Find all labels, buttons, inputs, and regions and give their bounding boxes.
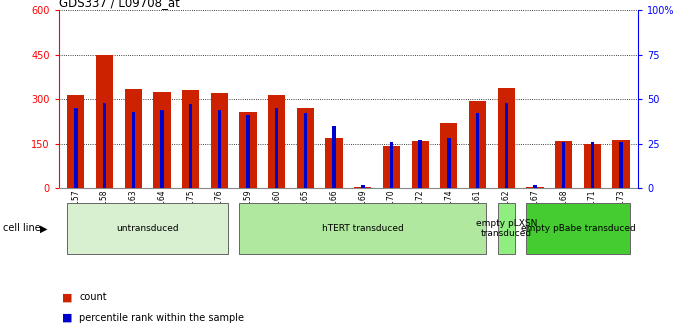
Text: ■: ■ [62,292,72,302]
Text: empty pLXSN
transduced: empty pLXSN transduced [475,219,537,238]
Bar [103,103,106,188]
Text: ▶: ▶ [40,223,48,234]
Bar [160,110,164,188]
Bar [591,142,594,188]
Bar [333,126,336,188]
Bar [268,95,286,188]
Bar [555,141,572,188]
Bar [210,93,228,188]
Bar [67,95,84,188]
Bar [476,113,480,188]
Bar [469,100,486,188]
Bar [383,146,400,188]
Bar [620,142,623,188]
Bar [354,187,371,188]
Bar [217,110,221,188]
Text: empty pBabe transduced: empty pBabe transduced [521,224,635,233]
Bar [304,113,307,188]
Text: GDS337 / L09708_at: GDS337 / L09708_at [59,0,179,9]
Bar [153,92,170,188]
Bar [96,55,113,188]
Bar [411,141,428,188]
Bar [390,142,393,188]
Bar [533,184,537,188]
Bar [361,184,364,188]
Bar [125,89,142,188]
Bar [613,140,630,188]
Bar [584,144,601,188]
Text: cell line: cell line [3,223,41,234]
Bar [497,88,515,188]
Text: percentile rank within the sample: percentile rank within the sample [79,312,244,323]
Bar [182,90,199,188]
Bar [239,112,257,188]
Text: hTERT transduced: hTERT transduced [322,224,404,233]
Bar [246,115,250,188]
Text: untransduced: untransduced [117,224,179,233]
Bar [447,138,451,188]
Bar [440,123,457,188]
Bar [132,112,135,188]
Text: ■: ■ [62,312,72,323]
Bar [275,108,279,188]
Bar [418,140,422,188]
Bar [562,142,565,188]
Bar [526,187,544,188]
Bar [504,103,508,188]
Text: count: count [79,292,107,302]
Bar [189,104,193,188]
Bar [297,108,314,188]
Bar [74,108,77,188]
Bar [326,138,343,188]
